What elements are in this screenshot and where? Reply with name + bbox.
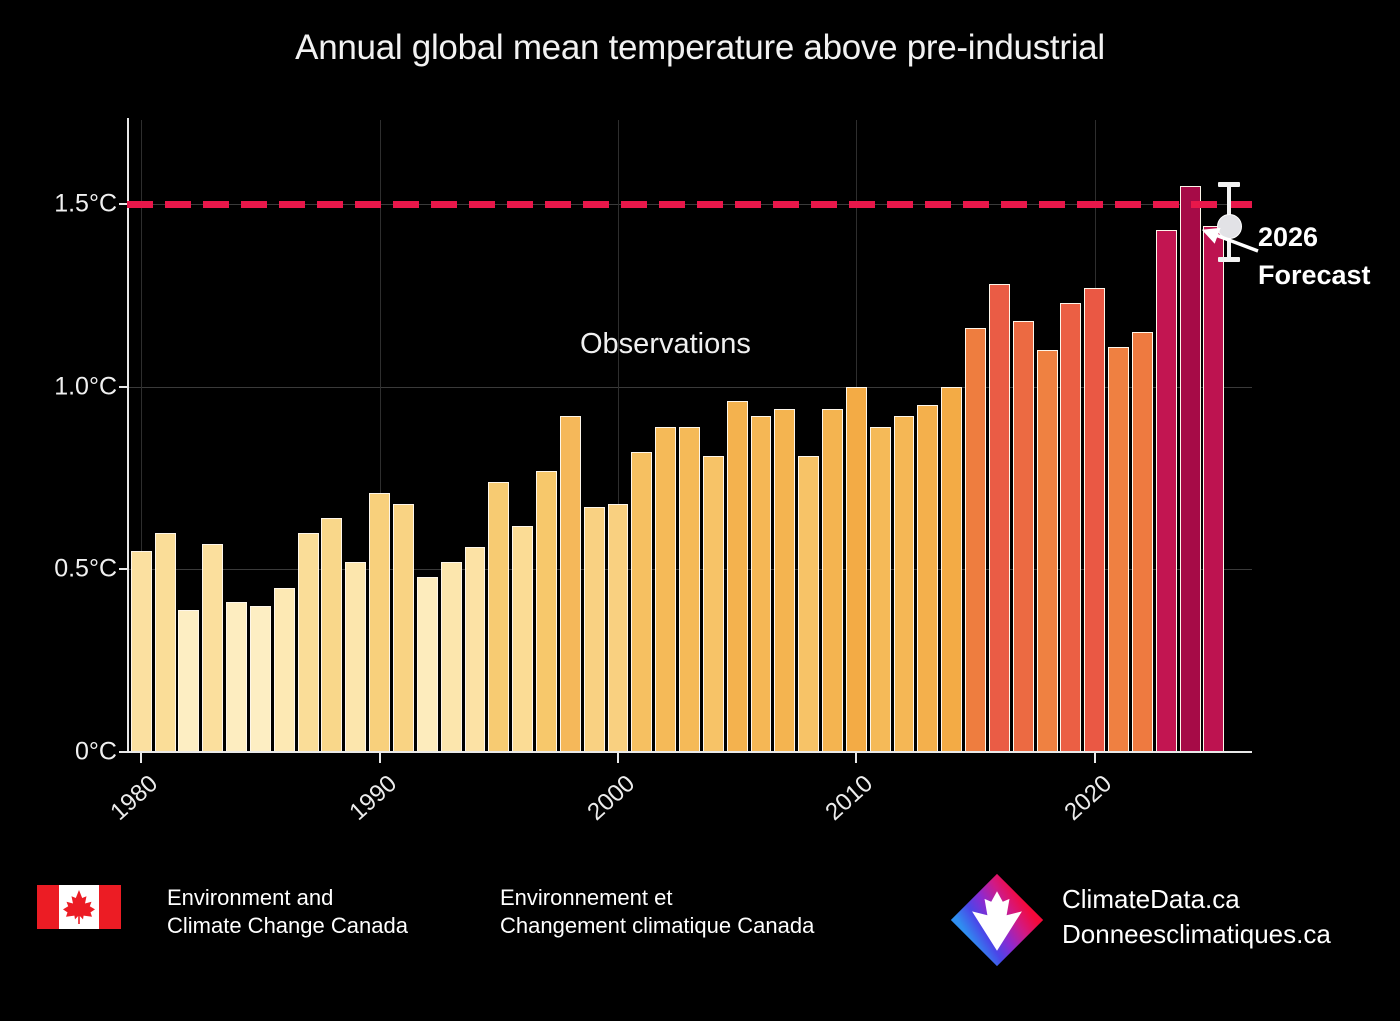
- gridline-vertical: [617, 120, 619, 752]
- climatedata-en: ClimateData.ca: [1062, 884, 1240, 914]
- eccc-label-fr: Environnement et Changement climatique C…: [500, 884, 814, 939]
- y-axis-tick-label: 0.5°C: [54, 554, 117, 583]
- chart-bar: [369, 492, 391, 752]
- eccc-fr-line1: Environnement et: [500, 885, 673, 910]
- chart-bar: [416, 576, 438, 752]
- maple-leaf-icon: [63, 890, 95, 924]
- chart-bar: [249, 605, 271, 752]
- chart-bar: [655, 426, 677, 752]
- y-axis-spine: [127, 118, 129, 752]
- y-axis-tick-mark: [119, 568, 127, 571]
- page-title: Annual global mean temperature above pre…: [295, 28, 1105, 67]
- canada-flag-icon: [37, 885, 121, 929]
- gridline-horizontal: [127, 386, 1252, 388]
- plot-area: [127, 120, 1252, 752]
- chart-bar: [512, 525, 534, 752]
- chart-bar: [1155, 229, 1177, 752]
- chart-bar: [1108, 346, 1129, 752]
- x-axis-tick-mark: [1093, 753, 1096, 763]
- chart-bar: [774, 408, 796, 752]
- eccc-label-en: Environment and Climate Change Canada: [167, 884, 408, 939]
- chart-bar: [988, 284, 1010, 752]
- chart-bar: [440, 562, 462, 752]
- chart-bar: [822, 408, 843, 752]
- chart-bar: [178, 609, 200, 752]
- chart-bar: [583, 507, 605, 752]
- chart-bar: [392, 503, 414, 752]
- chart-bar: [845, 386, 867, 752]
- gridline-vertical: [379, 120, 381, 752]
- threshold-line-1-5c: [127, 201, 1252, 209]
- chart-bar: [297, 532, 319, 752]
- chart-bar: [226, 602, 248, 752]
- chart-bar: [750, 415, 772, 752]
- chart-bar: [965, 328, 986, 752]
- forecast-word: Forecast: [1258, 260, 1371, 291]
- forecast-year: 2026: [1258, 222, 1319, 252]
- flag-band-right: [99, 885, 121, 929]
- y-axis-tick-label: 0°C: [75, 737, 117, 766]
- x-axis-spine: [127, 751, 1252, 753]
- chart-bar: [559, 415, 581, 752]
- chart-bar: [869, 426, 891, 752]
- x-axis-tick-mark: [140, 753, 143, 763]
- footer: Environment and Climate Change Canada En…: [0, 862, 1400, 982]
- chart-bar: [893, 415, 915, 752]
- y-axis-tick-mark: [119, 203, 127, 206]
- flag-band-left: [37, 885, 59, 929]
- y-axis-tick-label: 1.0°C: [54, 372, 117, 401]
- x-axis-tick-mark: [855, 753, 858, 763]
- chart-bar: [130, 551, 152, 752]
- chart-bar: [1203, 225, 1225, 752]
- chart-bar: [154, 532, 176, 752]
- chart-bar: [679, 426, 700, 752]
- chart-bar: [488, 481, 510, 752]
- chart-bar: [1131, 331, 1153, 752]
- chart-bar: [1084, 288, 1106, 752]
- x-axis-tick-label: 2010: [820, 770, 879, 826]
- x-axis-tick-label: 2000: [582, 770, 641, 826]
- y-axis-tick-mark: [119, 385, 127, 388]
- chart-bar: [726, 401, 748, 752]
- y-axis-tick-label: 1.5°C: [54, 189, 117, 218]
- chart-bar: [202, 543, 224, 752]
- forecast-arrow-icon: [1201, 227, 1259, 253]
- forecast-value-dot: [1217, 213, 1243, 239]
- x-axis-tick-label: 2020: [1059, 770, 1117, 826]
- forecast-error-cap-upper: [1218, 182, 1241, 188]
- y-axis-tick-mark: [119, 751, 127, 753]
- climatedata-logo-icon: [950, 873, 1044, 967]
- chart-bar: [798, 456, 820, 752]
- chart-bar: [1012, 320, 1034, 752]
- chart-bar: [631, 452, 653, 752]
- chart-bar: [345, 562, 367, 752]
- chart-bar: [273, 587, 295, 752]
- x-axis-tick-mark: [616, 753, 619, 763]
- chart-bar: [607, 503, 629, 752]
- chart-bar: [464, 547, 486, 752]
- climatedata-label: ClimateData.ca Donneesclimatiques.ca: [1062, 882, 1331, 952]
- eccc-en-line1: Environment and: [167, 885, 334, 910]
- x-axis-tick-mark: [378, 753, 381, 763]
- chart-bar: [1060, 302, 1082, 752]
- eccc-en-line2: Climate Change Canada: [167, 912, 408, 938]
- chart-bar: [917, 404, 939, 752]
- chart-bar: [941, 386, 963, 752]
- forecast-error-cap-lower: [1218, 257, 1241, 263]
- climatedata-fr: Donneesclimatiques.ca: [1062, 919, 1331, 950]
- observations-label: Observations: [580, 328, 751, 360]
- chart-bar: [536, 470, 557, 752]
- chart-bar: [321, 518, 343, 752]
- forecast-annotation-label: 2026 Forecast: [1258, 218, 1371, 295]
- chart-bar: [1036, 350, 1058, 752]
- chart-bar: [702, 456, 724, 752]
- gridline-vertical: [141, 120, 143, 752]
- eccc-fr-line2: Changement climatique Canada: [500, 912, 815, 938]
- x-axis-tick-label: 1990: [343, 770, 402, 826]
- x-axis-tick-label: 1980: [105, 770, 164, 826]
